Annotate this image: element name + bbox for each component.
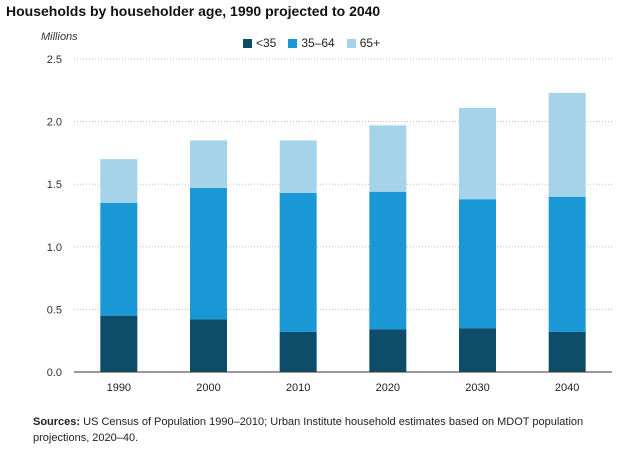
bar-segment: [548, 196, 586, 332]
bar-segment: [100, 202, 138, 316]
legend-item-65plus: 65+: [346, 36, 381, 50]
source-label: Sources:: [33, 416, 81, 428]
legend-item-35-64: 35–64: [288, 36, 335, 50]
bar-segment: [279, 140, 317, 193]
bar-segment: [100, 159, 138, 203]
source-note: Sources: US Census of Population 1990–20…: [33, 414, 623, 446]
stacked-bar-chart: 0.0 0.5 1.0 1.5 2.0 2.5 1990 2000 2010 2020 2030 20…: [47, 54, 612, 394]
legend-label-under35: <35: [256, 36, 277, 50]
x-tick-label: 2000: [196, 382, 220, 394]
y-tick-label: 2.0: [47, 117, 62, 129]
bar-segment: [459, 199, 496, 329]
bar-segment: [100, 315, 138, 372]
legend-swatch-35-64: [288, 38, 298, 48]
bar-segment: [190, 140, 227, 188]
bar-segment: [369, 125, 407, 192]
y-tick-label: 0.5: [47, 304, 62, 316]
legend-label-65plus: 65+: [359, 36, 381, 50]
y-axis-unit-label: Millions: [41, 31, 78, 43]
y-tick-label: 0.0: [47, 367, 62, 379]
bar-segment: [459, 107, 496, 200]
x-tick-label: 1990: [107, 382, 131, 394]
legend-item-under35: <35: [243, 36, 276, 50]
bar-segment: [369, 329, 407, 372]
x-tick-label: 2010: [286, 382, 310, 394]
bar-segment: [190, 187, 227, 320]
y-tick-label: 1.0: [47, 242, 62, 254]
source-text: US Census of Population 1990–2010; Urban…: [33, 416, 584, 444]
legend-label-35-64: 35–64: [301, 36, 335, 50]
x-tick-label: 2030: [465, 382, 489, 394]
bar-segment: [369, 191, 407, 330]
bar-segment: [548, 92, 586, 197]
bar-segment: [190, 319, 227, 372]
y-tick-label: 1.5: [47, 179, 62, 191]
bar-segment: [279, 192, 317, 332]
bar-segment: [459, 328, 496, 372]
chart-legend: <35 35–64 65+: [243, 36, 392, 50]
chart-title: Households by householder age, 1990 proj…: [6, 3, 381, 19]
legend-swatch-65plus: [346, 38, 356, 48]
bar-segment: [548, 331, 586, 372]
bar-segment: [279, 331, 317, 372]
legend-swatch-under35: [243, 38, 252, 48]
x-tick-label: 2020: [376, 382, 400, 394]
x-tick-label: 2040: [555, 382, 579, 394]
y-tick-label: 2.5: [47, 54, 62, 66]
